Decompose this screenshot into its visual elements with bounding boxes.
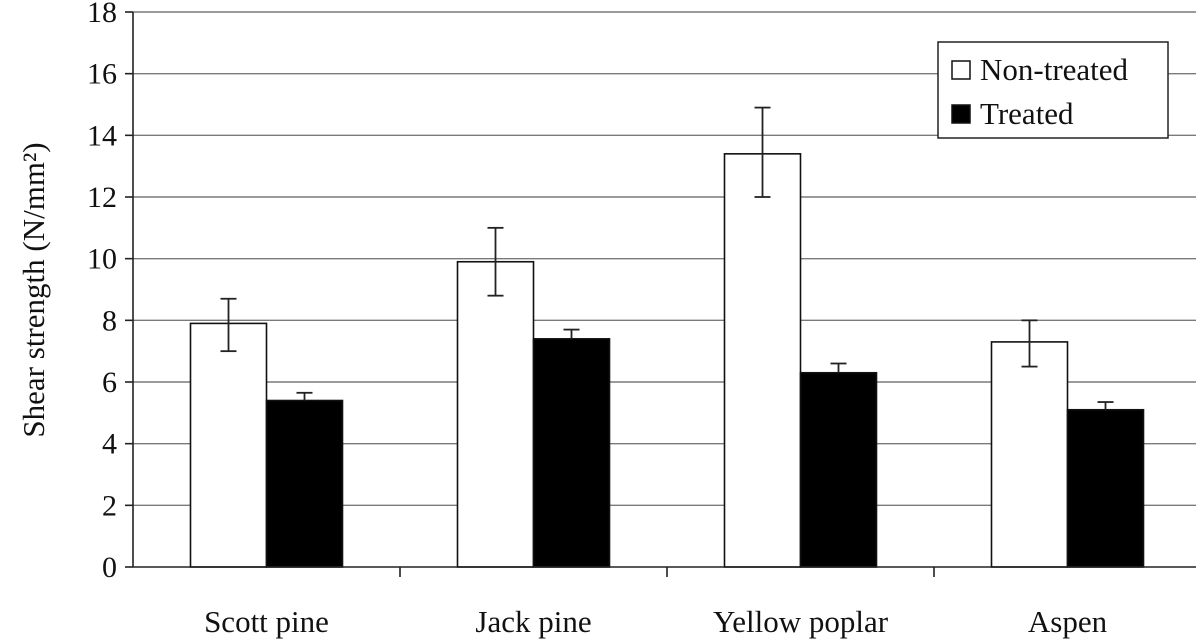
x-category-label: Yellow poplar: [713, 604, 889, 639]
y-tick-label: 4: [102, 428, 117, 461]
bar-treated: [265, 399, 344, 568]
error-bar: [487, 226, 504, 297]
bar-non-treated: [456, 260, 535, 568]
bar-non-treated: [990, 341, 1069, 568]
error-bar: [830, 362, 847, 373]
x-category-label: Jack pine: [475, 604, 591, 639]
y-tick-label: 18: [87, 0, 117, 29]
bar-treated: [532, 338, 611, 568]
legend-swatch-treated: [951, 104, 971, 124]
y-tick-label: 6: [102, 366, 117, 399]
bar-non-treated: [723, 153, 802, 568]
y-tick-label: 2: [102, 489, 117, 522]
error-bar: [296, 391, 313, 401]
error-bar: [220, 297, 237, 353]
legend-label-non-treated: Non-treated: [980, 52, 1129, 87]
y-axis-label: Shear strength (N/mm²): [16, 142, 51, 437]
y-tick-label: 0: [102, 551, 117, 584]
legend-box: [937, 41, 1169, 139]
y-tick-label: 14: [87, 119, 117, 152]
error-bar: [563, 328, 580, 339]
error-bar: [754, 106, 771, 198]
legend-swatch-non-treated: [951, 60, 971, 80]
x-category-label: Scott pine: [204, 604, 329, 639]
y-tick-label: 12: [87, 181, 117, 214]
legend-label-treated: Treated: [980, 96, 1074, 131]
error-bars: [220, 106, 1114, 410]
error-bar: [1021, 319, 1038, 368]
y-axis-ticks: 0 2 4 6 8 10 12 14 16 18: [87, 0, 133, 584]
x-category-label: Aspen: [1028, 604, 1108, 639]
bar-non-treated: [189, 322, 268, 568]
bar-treated: [799, 371, 878, 568]
legend: Non-treated Treated: [937, 41, 1169, 139]
y-tick-label: 8: [102, 304, 117, 337]
x-axis-labels: Scott pine Jack pine Yellow poplar Aspen: [204, 604, 1108, 639]
y-tick-label: 10: [87, 243, 117, 276]
bar-treated: [1066, 408, 1145, 568]
y-tick-label: 16: [87, 58, 117, 91]
error-bar: [1097, 401, 1114, 410]
axes: [132, 12, 1196, 577]
